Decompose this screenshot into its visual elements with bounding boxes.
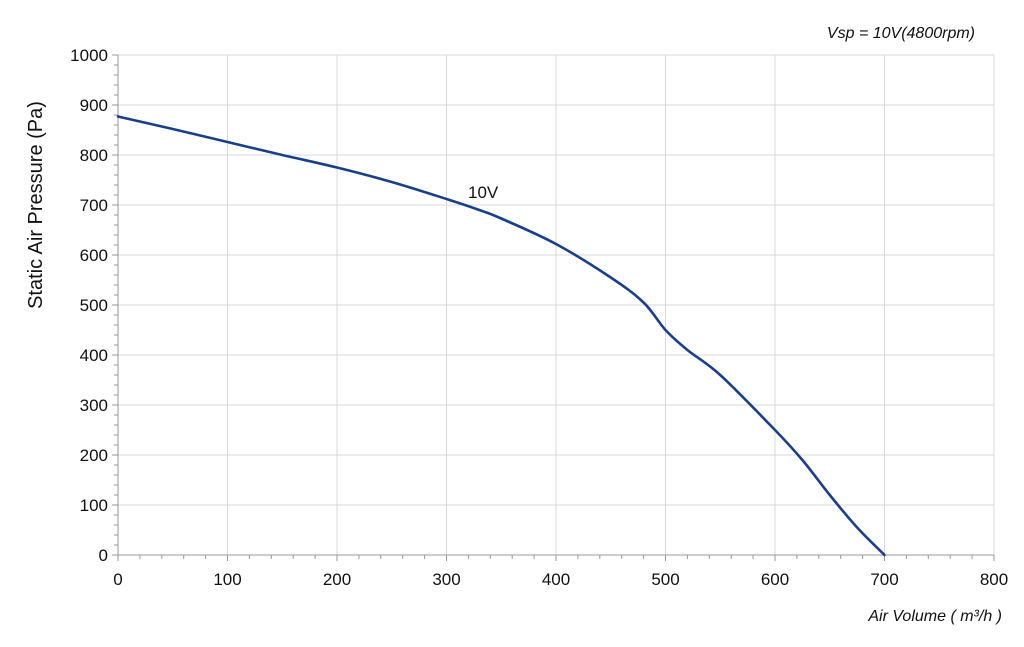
axes bbox=[117, 55, 994, 556]
x-tick-label: 200 bbox=[323, 570, 351, 589]
x-tick-label: 300 bbox=[432, 570, 460, 589]
y-axis-title: Static Air Pressure (Pa) bbox=[25, 101, 47, 309]
y-tick-label: 600 bbox=[80, 246, 108, 265]
minor-ticks bbox=[112, 54, 995, 561]
y-tick-labels: 0 100 200 300 400 500 600 700 800 900 1000 bbox=[70, 46, 108, 565]
y-tick-label: 400 bbox=[80, 346, 108, 365]
x-tick-label: 0 bbox=[113, 570, 122, 589]
series-layer bbox=[116, 115, 886, 557]
x-tick-label: 600 bbox=[761, 570, 789, 589]
series-label-10v: 10V bbox=[468, 183, 499, 202]
y-tick-label: 1000 bbox=[70, 46, 108, 65]
y-tick-label: 100 bbox=[80, 496, 108, 515]
x-tick-label: 400 bbox=[542, 570, 570, 589]
grid bbox=[117, 54, 995, 556]
x-tick-label: 100 bbox=[213, 570, 241, 589]
x-tick-labels: 0 100 200 300 400 500 600 700 800 bbox=[113, 570, 1008, 589]
x-tick-label: 800 bbox=[980, 570, 1008, 589]
y-tick-label: 0 bbox=[99, 546, 108, 565]
y-tick-label: 800 bbox=[80, 146, 108, 165]
y-tick-label: 300 bbox=[80, 396, 108, 415]
y-tick-label: 200 bbox=[80, 446, 108, 465]
y-tick-label: 900 bbox=[80, 96, 108, 115]
x-axis-title: Air Volume ( m³/h ) bbox=[867, 608, 1002, 625]
chart-annotation: Vsp = 10V(4800rpm) bbox=[827, 25, 975, 42]
y-tick-label: 700 bbox=[80, 196, 108, 215]
x-tick-label: 700 bbox=[870, 570, 898, 589]
x-tick-label: 500 bbox=[651, 570, 679, 589]
series-line-10v bbox=[116, 115, 886, 557]
y-tick-label: 500 bbox=[80, 296, 108, 315]
